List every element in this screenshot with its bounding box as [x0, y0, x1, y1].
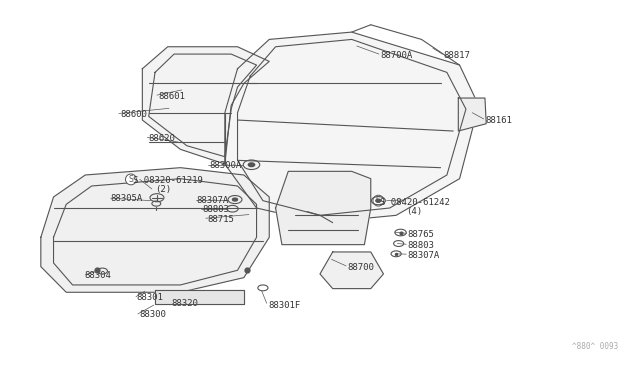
Text: 88320: 88320 — [171, 299, 198, 308]
Text: 88307A: 88307A — [408, 251, 440, 260]
Text: 88307A: 88307A — [196, 196, 228, 205]
Text: 88803: 88803 — [408, 241, 435, 250]
Polygon shape — [142, 47, 269, 164]
Text: 88700A: 88700A — [380, 51, 413, 60]
Polygon shape — [225, 32, 479, 223]
Text: 88817: 88817 — [444, 51, 470, 60]
Polygon shape — [458, 98, 486, 131]
Text: 88765: 88765 — [408, 230, 435, 239]
Text: 88700: 88700 — [348, 263, 374, 272]
Text: 88715: 88715 — [207, 215, 234, 224]
Text: (4): (4) — [406, 207, 422, 216]
Text: (2): (2) — [155, 185, 171, 194]
Text: S 08320-61219: S 08320-61219 — [133, 176, 203, 185]
Text: 88301F: 88301F — [268, 301, 300, 310]
Text: 88304: 88304 — [84, 271, 111, 280]
Text: S: S — [129, 175, 133, 184]
Circle shape — [248, 163, 255, 167]
Polygon shape — [276, 171, 371, 245]
Text: 88300: 88300 — [139, 311, 166, 320]
Text: 88601: 88601 — [158, 92, 185, 101]
Circle shape — [232, 198, 237, 201]
Text: 88300A: 88300A — [209, 161, 241, 170]
Text: 88803: 88803 — [203, 205, 230, 214]
Text: 88161: 88161 — [485, 116, 512, 125]
Text: 88305A: 88305A — [111, 194, 143, 203]
Text: 88600: 88600 — [120, 110, 147, 119]
Text: S: S — [376, 196, 381, 205]
Circle shape — [376, 199, 381, 202]
Polygon shape — [155, 291, 244, 304]
Polygon shape — [41, 168, 269, 292]
Text: ^880^ 0093: ^880^ 0093 — [572, 342, 618, 351]
Text: S 08420-61242: S 08420-61242 — [380, 198, 450, 207]
Polygon shape — [320, 252, 383, 289]
Text: 88620: 88620 — [148, 134, 175, 143]
Text: 88301: 88301 — [136, 293, 163, 302]
